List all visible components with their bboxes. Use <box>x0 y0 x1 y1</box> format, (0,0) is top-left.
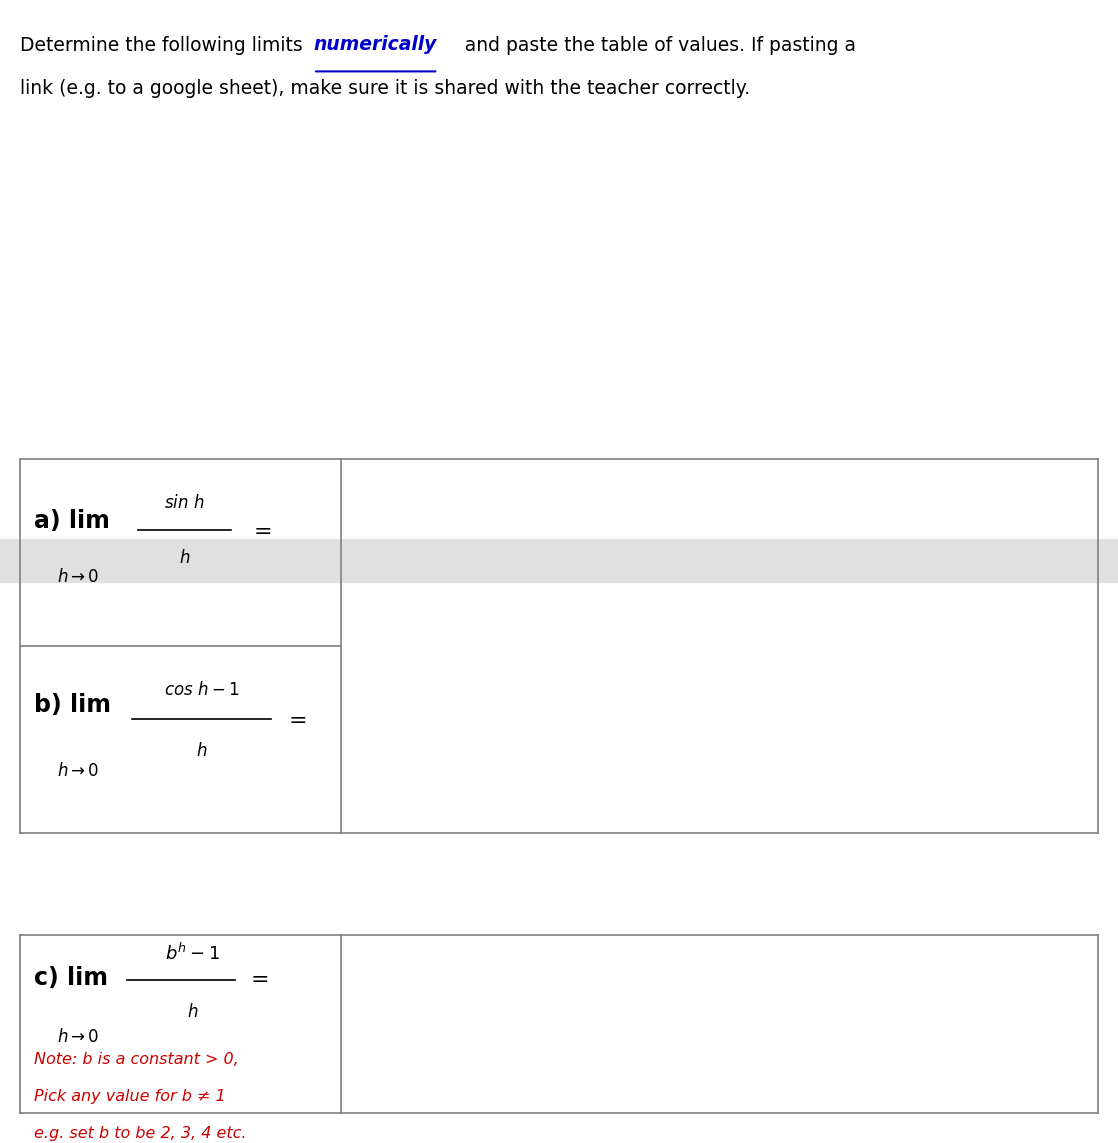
Text: b) lim: b) lim <box>34 694 111 718</box>
Text: $\mathit{h}$: $\mathit{h}$ <box>179 549 190 567</box>
Text: e.g. set b to be 2, 3, 4 etc.: e.g. set b to be 2, 3, 4 etc. <box>34 1127 246 1142</box>
Bar <box>0 539 1118 583</box>
Text: =: = <box>254 522 273 542</box>
Text: Note: b is a constant > 0,: Note: b is a constant > 0, <box>34 1052 238 1066</box>
Text: $\mathit{sin\ h}$: $\mathit{sin\ h}$ <box>164 494 205 512</box>
Text: Determine the following limits                           and paste the table of : Determine the following limits and paste… <box>20 37 856 55</box>
Text: c) lim: c) lim <box>34 966 107 990</box>
Text: $h\rightarrow 0$: $h\rightarrow 0$ <box>57 568 100 586</box>
Text: $h\rightarrow 0$: $h\rightarrow 0$ <box>57 1028 100 1046</box>
Text: $\mathit{cos\ h}-1$: $\mathit{cos\ h}-1$ <box>163 680 239 698</box>
Text: $\mathit{h}$: $\mathit{h}$ <box>196 742 207 760</box>
Text: $h\rightarrow 0$: $h\rightarrow 0$ <box>57 762 100 781</box>
Text: $b^{h}-1$: $b^{h}-1$ <box>164 943 220 964</box>
Text: link (e.g. to a google sheet), make sure it is shared with the teacher correctly: link (e.g. to a google sheet), make sure… <box>20 79 750 98</box>
Text: =: = <box>250 970 269 990</box>
Text: numerically: numerically <box>313 35 436 54</box>
Text: $\mathit{h}$: $\mathit{h}$ <box>187 1004 198 1021</box>
Text: =: = <box>288 711 307 732</box>
Text: a) lim: a) lim <box>34 509 110 533</box>
Text: Pick any value for b ≠ 1: Pick any value for b ≠ 1 <box>34 1089 225 1104</box>
